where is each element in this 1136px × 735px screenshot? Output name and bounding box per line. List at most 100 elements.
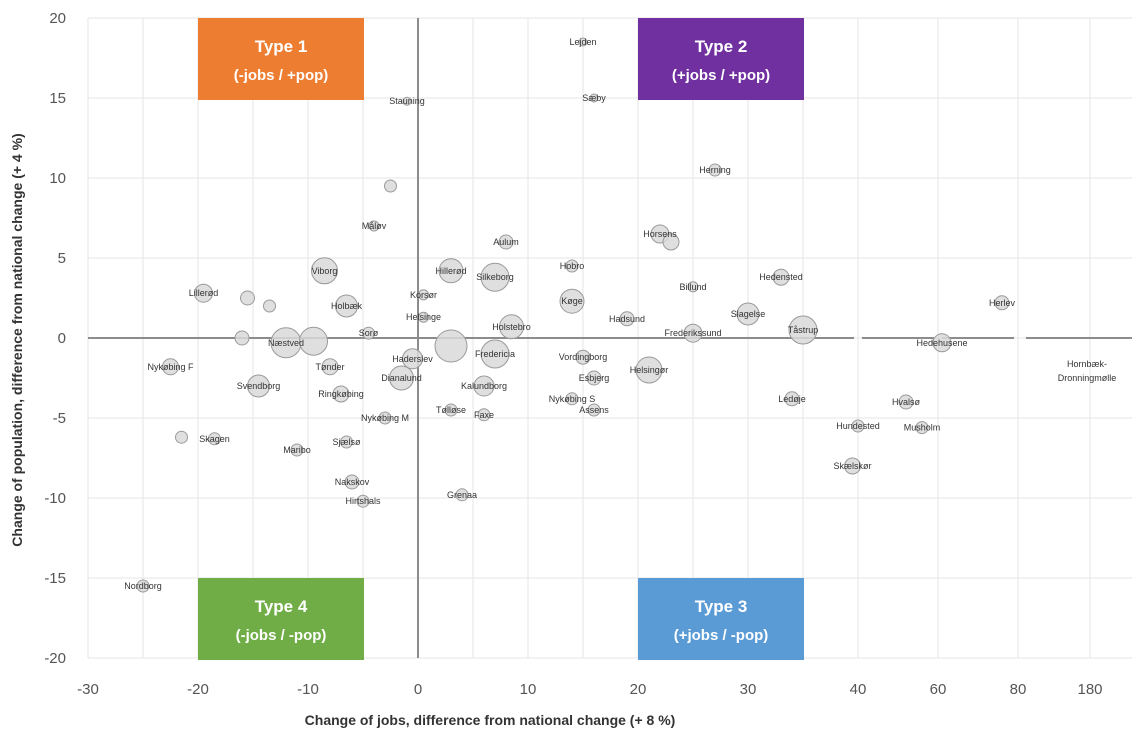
- point-label: Hobro: [560, 261, 585, 271]
- bubble-point: [402, 348, 423, 370]
- quadrant-labels: Type 1 (-jobs / +pop) Type 2 (+jobs / +pop)…: [198, 18, 804, 660]
- quadrant-box-bg: [198, 578, 364, 660]
- point-label: Esbjerg: [579, 373, 610, 383]
- quadrant-box-bg: [198, 18, 364, 100]
- point-label: Måløv: [362, 221, 387, 231]
- point-label: Fredericia: [475, 349, 515, 359]
- quadrant-title: Type 1: [255, 37, 308, 56]
- bubble-point: [473, 375, 495, 397]
- point-label: Holstebro: [492, 322, 531, 332]
- point-label: Assens: [579, 405, 609, 415]
- bubble-point: [915, 421, 929, 435]
- point-label: Herning: [699, 165, 731, 175]
- bubble-point: [194, 283, 213, 303]
- bubble-point: [438, 258, 464, 284]
- point-label: Billund: [679, 282, 706, 292]
- outside-label-line: Dronningmølle: [1058, 373, 1117, 383]
- x-axis-title-rest: difference from national change (+ 8 %): [410, 712, 676, 728]
- x-tick-label: 60: [930, 681, 947, 698]
- point-label: Hirtshals: [345, 496, 381, 506]
- bubble-point: [736, 302, 760, 326]
- point-label: Frederikssund: [664, 328, 721, 338]
- bubble-point: [788, 315, 818, 345]
- bubble-point: [687, 281, 699, 293]
- point-label: Maribo: [283, 445, 311, 455]
- point-label: Musholm: [904, 423, 941, 433]
- quadrant-subtitle: (-jobs / -pop): [236, 627, 327, 644]
- point-label: Herlev: [989, 298, 1016, 308]
- y-tick-label: -20: [44, 650, 66, 667]
- x-tick-label: -30: [77, 681, 99, 698]
- point-label: Nykøbing F: [147, 362, 194, 372]
- point-label: Stauning: [389, 96, 425, 106]
- quadrant-box: Type 4 (-jobs / -pop): [198, 578, 364, 660]
- bubble-point: [499, 314, 524, 340]
- point-label: Skælskør: [834, 461, 872, 471]
- point-label: Slagelse: [731, 309, 766, 319]
- quadrant-box-bg: [638, 18, 804, 100]
- bubble-point: [311, 257, 338, 285]
- bubbles: [136, 37, 1010, 593]
- bubble-point: [586, 370, 602, 386]
- point-label: Lillerød: [189, 288, 219, 298]
- point-label: Sorø: [359, 328, 379, 338]
- point-label: Haderslev: [392, 354, 433, 364]
- x-tick-label: 10: [520, 681, 537, 698]
- point-label: Korsør: [410, 290, 437, 300]
- quadrant-title: Type 2: [695, 37, 748, 56]
- x-tick-label: 80: [1010, 681, 1027, 698]
- point-label: Grenaa: [447, 490, 477, 500]
- point-label: Nordborg: [124, 581, 162, 591]
- bubble-point: [321, 358, 339, 376]
- bubble-point: [498, 234, 514, 250]
- point-label: Ledøje: [778, 394, 806, 404]
- bubble-point: [589, 93, 599, 103]
- bubble-point: [662, 233, 680, 251]
- point-label: Skagen: [199, 434, 230, 444]
- outside-label: Hornbæk- Dronningmølle: [1058, 359, 1117, 383]
- quadrant-box: Type 3 (+jobs / -pop): [638, 578, 804, 660]
- point-label: Silkeborg: [476, 272, 514, 282]
- axis-lines: [88, 18, 1132, 658]
- point-label: Hedensted: [759, 272, 803, 282]
- bubble-point: [635, 356, 663, 384]
- bubble-point: [578, 37, 588, 47]
- y-axis-title-bold: Change of population,: [9, 399, 25, 547]
- point-label: Køge: [561, 296, 583, 306]
- x-tick-label: 0: [414, 681, 422, 698]
- bubble-point: [683, 323, 703, 343]
- quadrant-box-bg: [638, 578, 804, 660]
- x-axis-title-bold: Change of jobs,: [305, 712, 410, 728]
- bubble-point: [480, 339, 510, 369]
- x-axis-title: Change of jobs, difference from national…: [305, 712, 676, 728]
- point-label: Horsens: [643, 229, 677, 239]
- bubble-point: [340, 435, 353, 449]
- y-tick-label: -10: [44, 490, 66, 507]
- bubble-point: [708, 163, 722, 177]
- bubble-point: [455, 488, 469, 502]
- point-labels: Lejden Stauning Sæby Herning Måløv Aulum Horse…: [124, 37, 1015, 591]
- bubble-point: [844, 457, 861, 475]
- point-label: Lejden: [569, 37, 596, 47]
- bubble-point: [247, 374, 270, 398]
- point-label: Aulum: [493, 237, 519, 247]
- point-label: Hundested: [836, 421, 880, 431]
- y-tick-label: 15: [49, 90, 66, 107]
- point-label: Tønder: [315, 362, 344, 372]
- point-label: Nykøbing S: [549, 394, 596, 404]
- bubble-point: [368, 220, 380, 232]
- point-label: Tølløse: [436, 405, 466, 415]
- bubble-point: [994, 295, 1010, 311]
- bubble-point: [402, 96, 412, 106]
- bubble-point: [575, 349, 591, 365]
- y-tick-label: 20: [49, 10, 66, 27]
- point-label: Svendborg: [237, 381, 281, 391]
- bubble-point: [384, 179, 397, 193]
- bubble-point: [851, 419, 865, 433]
- point-label: Kalundborg: [461, 381, 507, 391]
- point-label: Helsingør: [630, 365, 669, 375]
- point-label: Sæby: [582, 93, 606, 103]
- point-label: Nakskov: [335, 477, 370, 487]
- bubble-point: [565, 392, 579, 406]
